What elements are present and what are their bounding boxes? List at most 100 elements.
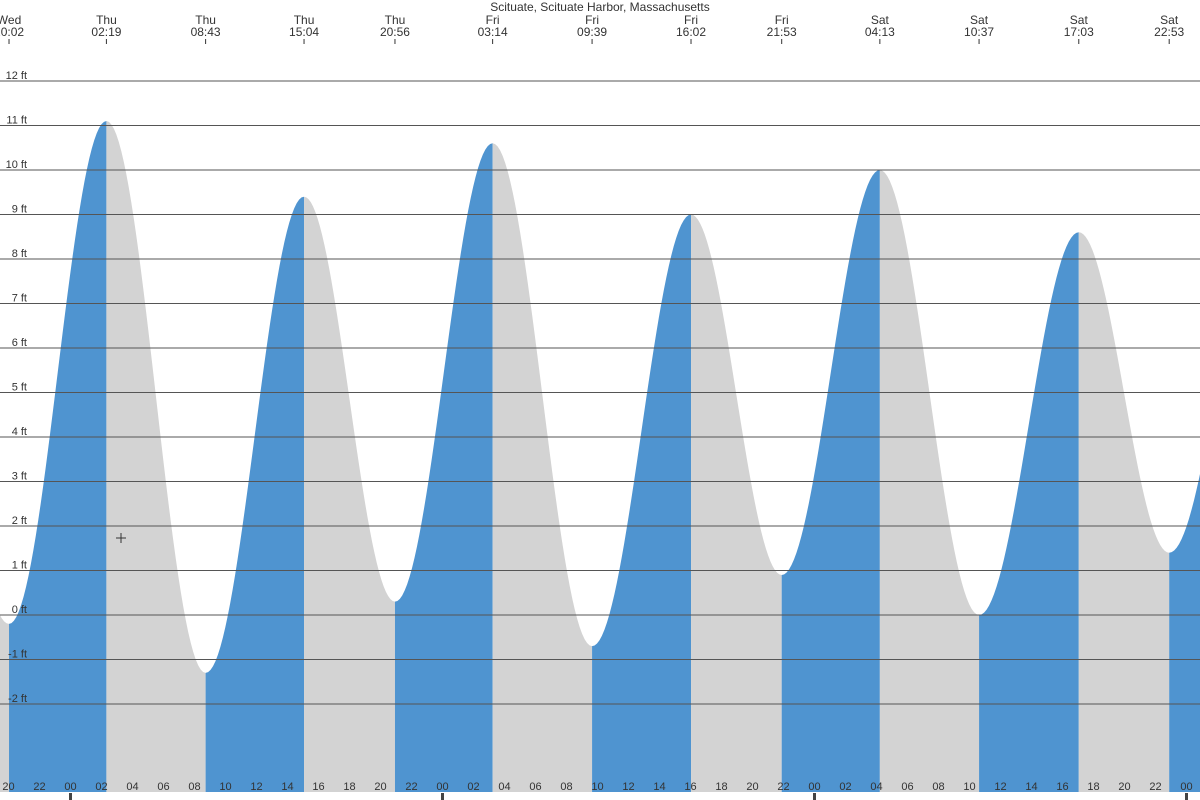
hour-tick-label: 18 (715, 781, 727, 793)
falling-tide-segment (304, 196, 395, 792)
event-time: 16:02 (676, 25, 706, 39)
y-tick-label: 8 ft (12, 248, 27, 260)
event-time: 10:37 (964, 25, 994, 39)
hour-tick-label: 06 (529, 781, 541, 793)
hour-tick-label: 10 (219, 781, 231, 793)
hour-tick-label: 20 (374, 781, 386, 793)
hour-tick-label: 22 (33, 781, 45, 793)
y-tick-label: 2 ft (12, 515, 27, 527)
hour-tick-label: 08 (188, 781, 200, 793)
event-time: 15:04 (289, 25, 319, 39)
hour-tick-label: 12 (250, 781, 262, 793)
hour-tick-label: 16 (1056, 781, 1068, 793)
rising-tide-segment (9, 121, 107, 793)
rising-tide-segment (394, 143, 493, 793)
event-day: Fri (585, 13, 599, 27)
falling-tide-segment (0, 615, 10, 792)
hour-tick-label: 14 (653, 781, 665, 793)
hour-tick-label: 20 (1118, 781, 1130, 793)
hour-tick-label: 14 (281, 781, 293, 793)
rising-tide-segment (592, 214, 692, 792)
event-day: Fri (486, 13, 500, 27)
hour-tick-label: 20 (2, 781, 14, 793)
hour-tick-label: 02 (839, 781, 851, 793)
tide-area-layer (0, 121, 1200, 793)
y-axis: 12 ft 11 ft 10 ft 9 ft 8 ft 7 ft 6 ft 5 ft 4 ft 3… (6, 70, 27, 705)
hour-tick-label: 22 (405, 781, 417, 793)
y-tick-label: 3 ft (12, 471, 27, 483)
midnight-marker (441, 793, 444, 800)
hour-tick-label: 02 (467, 781, 479, 793)
rising-tide-segment (1169, 474, 1200, 792)
y-tick-label: 11 ft (6, 115, 27, 127)
event-day: Thu (195, 13, 216, 27)
hour-tick-label: 10 (963, 781, 975, 793)
hour-tick-label: 12 (622, 781, 634, 793)
event-day: Thu (385, 13, 406, 27)
event-time: 08:43 (191, 25, 221, 39)
event-day: Thu (294, 13, 315, 27)
event-time: 03:14 (478, 25, 508, 39)
hour-tick-label: 00 (1180, 781, 1192, 793)
event-time: 02:19 (91, 25, 121, 39)
hour-tick-label: 22 (777, 781, 789, 793)
hour-tick-label: 20 (746, 781, 758, 793)
hour-tick-label: 04 (870, 781, 882, 793)
hour-tick-label: 18 (1087, 781, 1099, 793)
hour-tick-label: 00 (64, 781, 76, 793)
falling-tide-segment (1078, 232, 1170, 793)
hour-tick-label: 00 (436, 781, 448, 793)
event-labels: Wed20:02Thu02:19Thu08:43Thu15:04Thu20:56… (0, 13, 1185, 543)
event-day: Sat (871, 13, 890, 27)
falling-tide-segment (691, 214, 782, 792)
hour-tick-label: 18 (343, 781, 355, 793)
hour-tick-label: 08 (932, 781, 944, 793)
rising-tide-segment (979, 232, 1079, 793)
y-tick-label: 9 ft (12, 204, 27, 216)
hour-tick-label: 16 (312, 781, 324, 793)
event-day: Fri (775, 13, 789, 27)
y-tick-label: 4 ft (12, 426, 27, 438)
midnight-marker (813, 793, 816, 800)
event-day: Thu (96, 13, 117, 27)
hour-tick-label: 22 (1149, 781, 1161, 793)
event-day: Sat (1160, 13, 1179, 27)
y-tick-label: 10 ft (6, 159, 27, 171)
event-day: Wed (0, 13, 21, 27)
midnight-marker (69, 793, 72, 800)
hour-tick-label: 12 (994, 781, 1006, 793)
falling-tide-segment (492, 143, 593, 793)
y-tick-label: 1 ft (12, 560, 27, 572)
hour-tick-label: 00 (808, 781, 820, 793)
low-tide-label: Wed20:02 (0, 13, 24, 44)
grid-layer (0, 80, 1200, 705)
y-tick-label: -2 ft (8, 693, 27, 705)
chart-title: Scituate, Scituate Harbor, Massachusetts (490, 0, 709, 14)
event-day: Fri (684, 13, 698, 27)
x-axis-hours: 20 22 00 02 04 06 08 10 12 14 16 18 20 22 00 02 04 06 08 10… (2, 781, 1193, 800)
event-day: Sat (1070, 13, 1089, 27)
y-tick-label: 7 ft (12, 293, 27, 305)
hour-tick-label: 06 (157, 781, 169, 793)
event-time: 20:02 (0, 25, 24, 39)
midnight-marker (1185, 793, 1188, 800)
event-time: 04:13 (865, 25, 895, 39)
hour-tick-label: 06 (901, 781, 913, 793)
event-time: 22:53 (1154, 25, 1184, 39)
hour-tick-label: 02 (95, 781, 107, 793)
event-day: Sat (970, 13, 989, 27)
hour-tick-label: 04 (126, 781, 138, 793)
event-time: 21:53 (767, 25, 797, 39)
event-time: 17:03 (1064, 25, 1094, 39)
event-time: 09:39 (577, 25, 607, 39)
